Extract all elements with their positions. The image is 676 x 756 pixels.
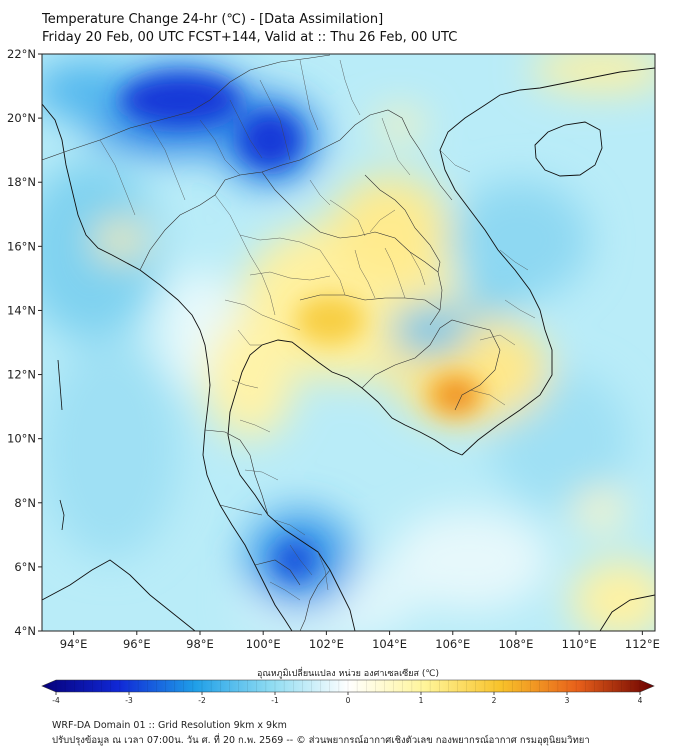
- boundaries: [42, 54, 655, 631]
- lon-tick-label: 96°E: [123, 637, 151, 651]
- coastline-gulf: [227, 339, 463, 631]
- footer-model-info: WRF-DA Domain 01 :: Grid Resolution 9km …: [52, 720, 287, 731]
- lat-tick-label: 20°N: [7, 111, 36, 125]
- latitude-axis: 22°N 20°N 18°N 16°N 14°N 12°N 10°N 8°N 6°N 4°N: [7, 47, 42, 638]
- lat-tick-label: 8°N: [14, 496, 36, 510]
- colorbar-tick-label: -1: [271, 696, 279, 705]
- lat-tick-label: 16°N: [7, 239, 36, 253]
- nicobar-islands: [59, 499, 65, 531]
- lon-tick-label: 102°E: [309, 637, 344, 651]
- lat-tick-label: 18°N: [7, 175, 36, 189]
- colorbar-tick-label: -4: [52, 696, 60, 705]
- footer-credit: ปรับปรุงข้อมูล ณ เวลา 07:00น. วัน ศ. ที่…: [52, 735, 590, 746]
- coastline-sumatra: [42, 559, 196, 631]
- andaman-islands: [57, 359, 63, 411]
- colorbar-tick-label: -3: [125, 696, 133, 705]
- lon-tick-label: 108°E: [498, 637, 533, 651]
- coastline-vietnam: [439, 67, 655, 456]
- lon-tick-label: 106°E: [435, 637, 470, 651]
- temperature-field: [42, 54, 655, 631]
- lat-tick-label: 6°N: [14, 560, 36, 574]
- colorbar-tick-label: 4: [638, 696, 643, 705]
- colorbar-tick-label: 2: [492, 696, 497, 705]
- lon-tick-label: 94°E: [60, 637, 88, 651]
- colorbar-tick-label: 3: [565, 696, 570, 705]
- province-borders: [99, 59, 536, 601]
- lat-tick-label: 4°N: [14, 624, 36, 638]
- lon-tick-label: 100°E: [246, 637, 281, 651]
- lon-tick-label: 112°E: [625, 637, 660, 651]
- colorbar-tick-label: 0: [346, 696, 351, 705]
- lon-tick-label: 104°E: [372, 637, 407, 651]
- coastline-hainan: [534, 121, 603, 177]
- map-subtitle: Friday 20 Feb, 00 UTC FCST+144, Valid at…: [42, 30, 458, 45]
- colorbar-label: อุณหภูมิเปลี่ยนแปลง หน่วย องศาเซลเซียส (…: [257, 666, 439, 679]
- lat-tick-label: 12°N: [7, 368, 36, 382]
- lat-tick-label: 14°N: [7, 303, 36, 317]
- coastline-borneo: [599, 594, 655, 631]
- colorbar-tick-label: 1: [419, 696, 424, 705]
- lon-tick-label: 110°E: [562, 637, 597, 651]
- lon-tick-label: 98°E: [186, 637, 214, 651]
- coastline-west: [42, 103, 293, 631]
- map-frame: [41, 53, 656, 632]
- lat-tick-label: 10°N: [7, 432, 36, 446]
- colorbar-tick-label: -2: [198, 696, 206, 705]
- longitude-axis: 94°E 96°E 98°E 100°E 102°E 104°E 106°E 108°E 110…: [60, 631, 660, 651]
- colorbar-ticks: -4 -3 -2 -1 0 1 2 3 4: [52, 680, 643, 705]
- map-title: Temperature Change 24-hr (℃) - [Data Ass…: [42, 12, 384, 27]
- lat-tick-label: 22°N: [7, 47, 36, 61]
